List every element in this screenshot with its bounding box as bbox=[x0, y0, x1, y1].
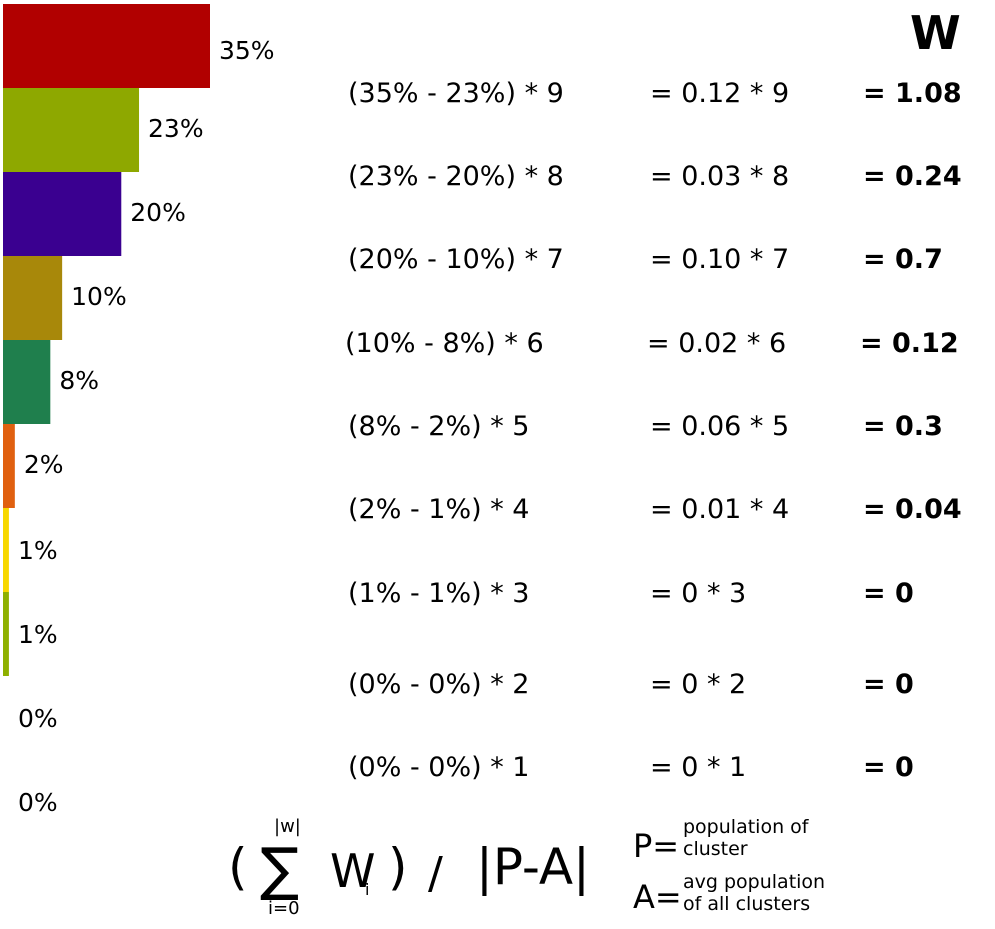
calc-step: = 0.01 * 4 bbox=[650, 494, 790, 525]
w-column-header: W bbox=[910, 6, 961, 60]
calc-result: = 0.3 bbox=[863, 411, 943, 442]
calc-result: = 0.7 bbox=[863, 244, 943, 275]
calc-step: = 0.12 * 9 bbox=[650, 78, 790, 109]
bar bbox=[3, 172, 122, 256]
formula-open-paren: ( bbox=[228, 838, 248, 896]
bar bbox=[3, 340, 51, 424]
bar bbox=[3, 4, 210, 88]
calc-expression: (10% - 8%) * 6 bbox=[345, 328, 544, 359]
formula-close-paren: ) bbox=[388, 838, 408, 896]
calc-step: = 0 * 3 bbox=[650, 578, 747, 609]
bar-value-label: 10% bbox=[71, 282, 127, 311]
bar-value-label: 0% bbox=[18, 704, 58, 733]
calc-result: = 0.12 bbox=[860, 328, 959, 359]
legend-symbol: P= bbox=[633, 827, 680, 865]
bar-value-label: 20% bbox=[130, 198, 186, 227]
sum-upper-limit: |w| bbox=[274, 816, 301, 837]
formula-divide: / bbox=[428, 848, 443, 899]
calc-step: = 0.02 * 6 bbox=[647, 328, 787, 359]
calc-expression: (1% - 1%) * 3 bbox=[348, 578, 530, 609]
calc-expression: (35% - 23%) * 9 bbox=[348, 78, 564, 109]
calc-step: = 0.10 * 7 bbox=[650, 244, 790, 275]
calc-result: = 0 bbox=[863, 578, 914, 609]
bar-value-label: 8% bbox=[59, 366, 99, 395]
formula-term: W bbox=[330, 844, 376, 898]
sum-lower-limit: i=0 bbox=[268, 898, 300, 919]
calc-result: = 0.24 bbox=[863, 161, 962, 192]
formula-denominator: |P-A| bbox=[476, 838, 590, 896]
bar bbox=[3, 508, 9, 592]
calc-step: = 0.03 * 8 bbox=[650, 161, 790, 192]
formula-subscript: i bbox=[365, 880, 370, 899]
calc-result: = 1.08 bbox=[863, 78, 962, 109]
bar-value-label: 1% bbox=[18, 620, 58, 649]
bar bbox=[3, 256, 63, 340]
calc-expression: (8% - 2%) * 5 bbox=[348, 411, 530, 442]
weight-formula: ( |w| ∑ i=0 W i ) / |P-A| bbox=[228, 812, 598, 922]
calc-step: = 0.06 * 5 bbox=[650, 411, 790, 442]
calc-expression: (0% - 0%) * 1 bbox=[348, 752, 530, 783]
legend-desc-line1: avg population bbox=[683, 871, 826, 893]
bar-value-label: 35% bbox=[219, 36, 275, 65]
legend-symbol: A= bbox=[633, 878, 682, 916]
bar-value-label: 23% bbox=[148, 114, 204, 143]
calc-step: = 0 * 1 bbox=[650, 752, 747, 783]
calc-result: = 0 bbox=[863, 752, 914, 783]
calc-step: = 0 * 2 bbox=[650, 669, 747, 700]
calc-expression: (2% - 1%) * 4 bbox=[348, 494, 530, 525]
calc-expression: (20% - 10%) * 7 bbox=[348, 244, 564, 275]
legend-desc-line1: population of bbox=[683, 816, 809, 838]
calc-expression: (23% - 20%) * 8 bbox=[348, 161, 564, 192]
bar bbox=[3, 424, 15, 508]
bar-value-label: 2% bbox=[23, 450, 64, 479]
bar bbox=[3, 88, 140, 172]
bar bbox=[3, 592, 9, 676]
legend-desc-line2: of all clusters bbox=[683, 893, 811, 915]
summation-symbol: ∑ bbox=[260, 835, 300, 903]
legend-desc-line2: cluster bbox=[683, 838, 748, 860]
population-bar-chart bbox=[3, 4, 210, 676]
calc-result: = 0.04 bbox=[863, 494, 962, 525]
calc-expression: (0% - 0%) * 2 bbox=[348, 669, 530, 700]
bar-value-label: 1% bbox=[18, 536, 58, 565]
bar-value-label: 0% bbox=[18, 788, 58, 817]
calc-result: = 0 bbox=[863, 669, 914, 700]
